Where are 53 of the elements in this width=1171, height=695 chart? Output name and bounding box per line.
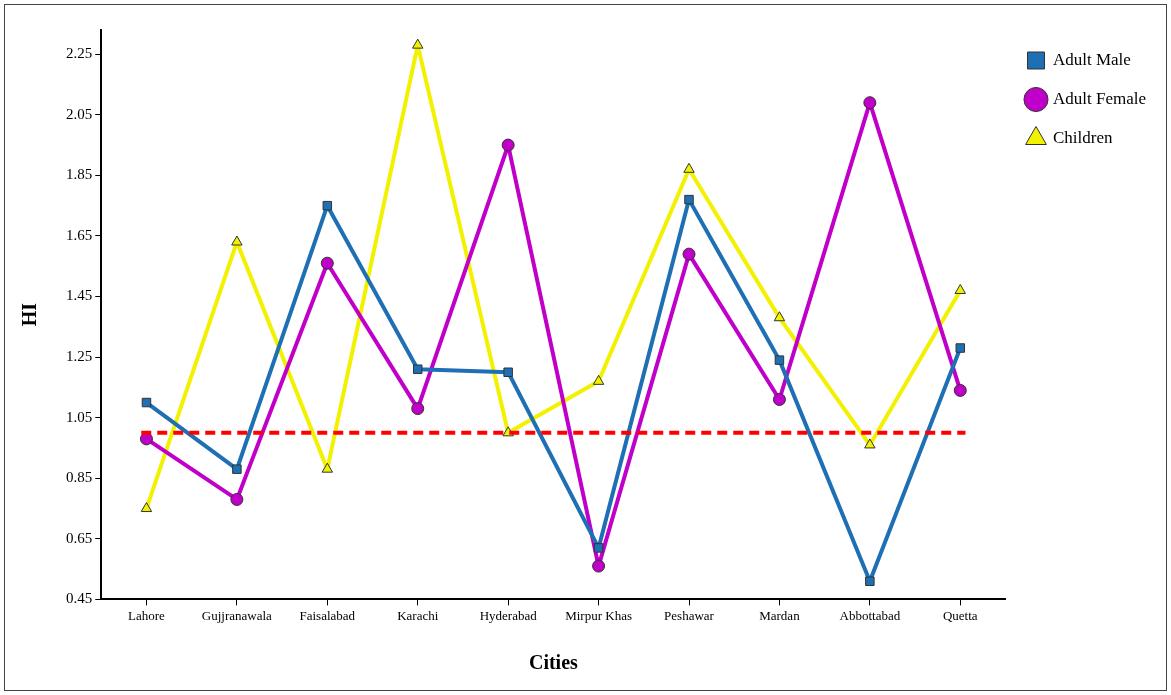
point [322,200,333,211]
point [140,502,153,513]
x-tick-label: Hyderabad [479,607,538,623]
point [321,462,334,473]
point [682,247,696,261]
x-tick-label: Mirpur Khas [565,607,632,623]
y-axis-title: HI [18,302,41,327]
y-tick-label: 2.05 [66,105,93,122]
y-tick-label: 0.65 [66,529,93,546]
point [683,162,695,173]
y-tick-label: 1.45 [66,287,93,304]
x-tick-label: Mardan [759,607,801,623]
point [592,374,605,385]
point [503,367,513,377]
point [230,492,244,506]
point [684,194,694,205]
point [955,343,966,353]
point [231,235,243,246]
point [501,138,515,152]
point [141,397,152,408]
x-tick-label: Karachi [397,607,439,623]
legend-label: Adult Female [1052,88,1147,108]
x-tick-label: Abbottabad [839,607,901,623]
legend-label: Adult Male [1052,49,1131,69]
point [412,38,424,49]
point [412,364,423,374]
y-tick-label: 1.85 [66,166,93,183]
point [864,438,876,449]
x-tick-label: Faisalabad [299,607,356,623]
point [593,543,604,553]
point [863,96,877,110]
x-tick-label: Lahore [128,607,166,623]
legend-label: Children [1052,127,1113,147]
x-tick-label: Peshawar [664,607,715,623]
point [865,576,875,586]
point [772,393,786,406]
x-axis-title: Cities [528,651,579,674]
y-tick-label: 0.85 [66,469,93,486]
point [953,383,967,397]
point [774,355,785,365]
y-tick-label: 1.25 [66,348,93,365]
y-tick-label: 2.25 [66,45,93,62]
point [592,559,606,573]
y-tick-label: 1.65 [66,226,93,243]
y-tick-label: 0.45 [66,590,93,607]
x-tick-label: Gujjranawala [201,607,273,623]
y-tick-label: 1.05 [66,408,93,425]
point [773,311,786,322]
point [411,402,425,416]
point [954,283,966,294]
x-tick-label: Quetta [942,607,978,623]
point [232,464,242,474]
point [320,256,334,270]
